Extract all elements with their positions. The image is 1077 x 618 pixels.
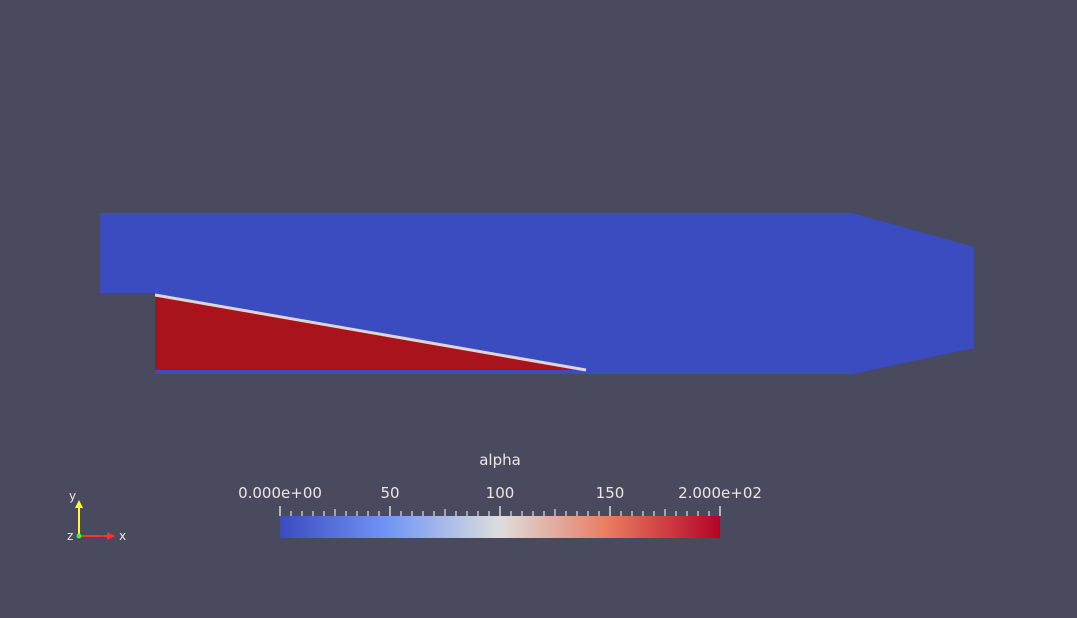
colorbar-tick-label: 100: [486, 484, 515, 502]
colorbar: [280, 516, 720, 538]
colorbar-tick-label: 150: [596, 484, 625, 502]
axis-z-label: z: [67, 529, 73, 543]
axis-x-arrowhead: [107, 532, 115, 540]
axis-x-label: x: [119, 529, 126, 543]
axes-orientation-widget[interactable]: y x z: [67, 489, 126, 543]
axis-z-dot: [77, 534, 82, 539]
axis-y-label: y: [69, 489, 76, 503]
axis-y-arrowhead: [75, 500, 83, 508]
render-viewport: alpha 0.000e+00 50 100 150 2.000e+02 y x z: [0, 0, 1077, 618]
colorbar-tick-label: 50: [380, 484, 399, 502]
field-slice: [100, 213, 974, 374]
colorbar-tick-labels: 0.000e+00 50 100 150 2.000e+02: [238, 484, 762, 502]
colorbar-title: alpha: [479, 451, 521, 469]
colorbar-tick-label: 2.000e+02: [678, 484, 762, 502]
colorbar-tick-label: 0.000e+00: [238, 484, 322, 502]
